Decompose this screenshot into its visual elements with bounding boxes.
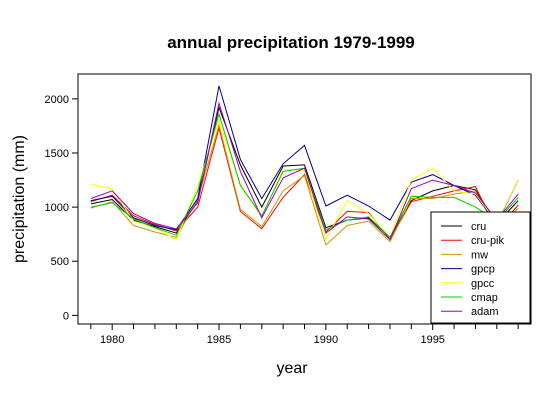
x-tick-label: 1985 [207,334,231,346]
x-tick-label: 1995 [420,334,444,346]
legend-label-adam: adam [471,306,499,318]
legend-box [430,211,531,324]
legend-label-gpcc: gpcc [471,278,495,290]
y-axis: 0 500 1000 1500 2000 [45,94,78,322]
y-tick-label: 1500 [45,148,69,160]
legend-label-cru: cru [471,221,486,233]
x-tick-label: 1980 [100,334,124,346]
series-line-gpcp [90,85,519,231]
y-axis-label: precipitation (mm) [11,135,28,263]
series-lines [90,85,519,246]
legend-label-mw: mw [471,249,488,261]
y-tick-label: 2000 [45,94,69,106]
y-tick-label: 1000 [45,202,69,214]
series-line-mw [90,122,519,246]
legend: cru cru-pik mw gpcp gpcc cmap adam [430,211,531,324]
y-tick-label: 0 [63,310,69,322]
series-line-cru [90,105,519,239]
series-line-adam [90,101,519,241]
y-tick-label: 500 [51,256,69,268]
legend-label-gpcp: gpcp [471,264,495,276]
legend-label-cru-pik: cru-pik [471,235,505,247]
x-axis: 1980 1985 1990 1995 [90,324,519,346]
chart-title: annual precipitation 1979-1999 [167,33,415,52]
x-tick-label: 1990 [314,334,338,346]
x-axis-label: year [276,360,308,377]
legend-label-cmap: cmap [471,292,498,304]
